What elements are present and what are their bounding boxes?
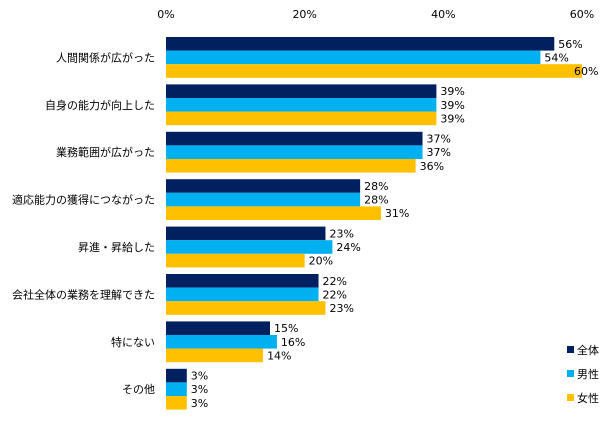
category-label: 適応能力の獲得につながった — [12, 193, 155, 207]
data-label: 15% — [274, 322, 298, 335]
bar — [166, 131, 423, 146]
data-label: 23% — [329, 302, 353, 315]
bar — [166, 368, 187, 383]
category-label: 人間関係が広がった — [56, 50, 155, 64]
data-label: 24% — [336, 241, 360, 254]
bar — [166, 179, 361, 193]
bar — [166, 226, 326, 241]
legend-swatch — [567, 394, 574, 401]
data-label: 22% — [323, 275, 347, 288]
legend-swatch — [567, 346, 574, 353]
data-label: 28% — [364, 194, 388, 207]
bar — [166, 37, 555, 51]
bar — [166, 274, 319, 288]
bar — [166, 253, 305, 268]
data-label: 3% — [191, 370, 208, 383]
bar — [166, 111, 437, 126]
data-label: 31% — [385, 207, 409, 220]
data-label: 37% — [427, 146, 451, 159]
x-tick-label: 40% — [431, 8, 455, 21]
x-tick-label: 20% — [292, 8, 316, 21]
bar — [166, 192, 361, 207]
category-label: 昇進・昇給した — [78, 240, 155, 254]
bar — [166, 301, 326, 315]
legend-label: 男性 — [577, 367, 599, 381]
bar — [166, 206, 381, 220]
category-label: その他 — [122, 383, 155, 396]
data-label: 39% — [440, 99, 464, 112]
bar — [166, 98, 437, 112]
legend-label: 女性 — [577, 391, 599, 405]
x-tick-label: 0% — [157, 8, 174, 21]
data-label: 22% — [323, 288, 347, 301]
bar — [166, 396, 187, 410]
data-label: 28% — [364, 180, 388, 193]
data-label: 3% — [191, 383, 208, 396]
category-label: 業務範囲が広がった — [56, 145, 155, 159]
data-label: 3% — [191, 397, 208, 410]
category-label: 会社全体の業務を理解できた — [12, 287, 155, 301]
bar — [166, 335, 277, 349]
data-label: 54% — [544, 51, 568, 64]
data-label: 39% — [440, 85, 464, 98]
bar — [166, 64, 582, 78]
data-label: 36% — [420, 160, 444, 173]
data-label: 23% — [329, 227, 353, 240]
bar — [166, 321, 270, 335]
bar — [166, 50, 541, 65]
bar — [166, 159, 416, 173]
x-tick-label: 60% — [570, 8, 594, 21]
category-label: 特にない — [111, 335, 155, 349]
data-label: 37% — [427, 133, 451, 146]
data-label: 60% — [574, 65, 598, 78]
legend-label: 全体 — [577, 343, 599, 357]
category-label: 自身の能力が向上した — [45, 98, 155, 112]
bar — [166, 84, 437, 98]
bar — [166, 382, 187, 396]
bar — [166, 287, 319, 302]
data-label: 56% — [558, 38, 582, 51]
data-label: 14% — [267, 349, 291, 362]
bar — [166, 145, 423, 159]
data-label: 20% — [309, 255, 333, 268]
bar — [166, 240, 333, 254]
legend-swatch — [567, 370, 574, 377]
data-label: 16% — [281, 336, 305, 349]
bar — [166, 348, 264, 363]
data-label: 39% — [440, 112, 464, 125]
